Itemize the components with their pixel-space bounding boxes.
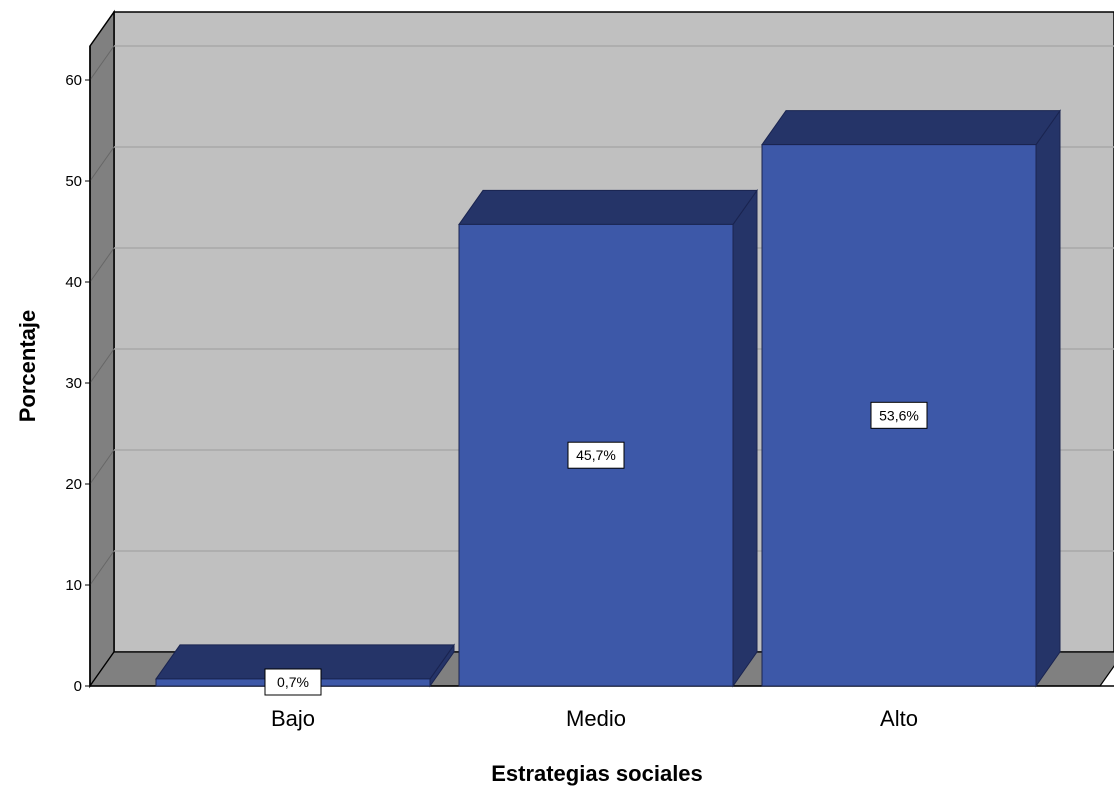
bar-side-face	[733, 190, 757, 686]
x-tick-label: Medio	[566, 706, 626, 731]
data-label: 45,7%	[568, 442, 624, 468]
data-label-text: 45,7%	[576, 447, 616, 463]
y-tick-label: 10	[65, 577, 82, 594]
bar-side-face	[1036, 111, 1060, 686]
x-axis-tick-labels: Bajo Medio Alto	[271, 706, 918, 731]
x-tick-label: Alto	[880, 706, 918, 731]
x-tick-label: Bajo	[271, 706, 315, 731]
y-tick-label: 50	[65, 173, 82, 190]
bar-alto	[762, 111, 1060, 686]
data-label-text: 0,7%	[277, 674, 309, 690]
bar-medio	[459, 190, 757, 686]
data-label: 0,7%	[265, 669, 321, 695]
y-tick-label: 30	[65, 375, 82, 392]
y-axis-title: Porcentaje	[15, 310, 40, 423]
y-tick-label: 20	[65, 476, 82, 493]
x-axis-title: Estrategias sociales	[491, 761, 703, 786]
y-tick-label: 40	[65, 274, 82, 291]
y-axis-ticks: 0 10 20 30 40 50 60	[65, 72, 90, 695]
bar-top-face	[762, 111, 1060, 145]
data-label-text: 53,6%	[879, 407, 919, 423]
data-label: 53,6%	[871, 402, 927, 428]
bar-top-face	[459, 190, 757, 224]
side-wall	[90, 12, 114, 686]
y-tick-label: 60	[65, 72, 82, 89]
y-tick-label: 0	[74, 678, 82, 695]
